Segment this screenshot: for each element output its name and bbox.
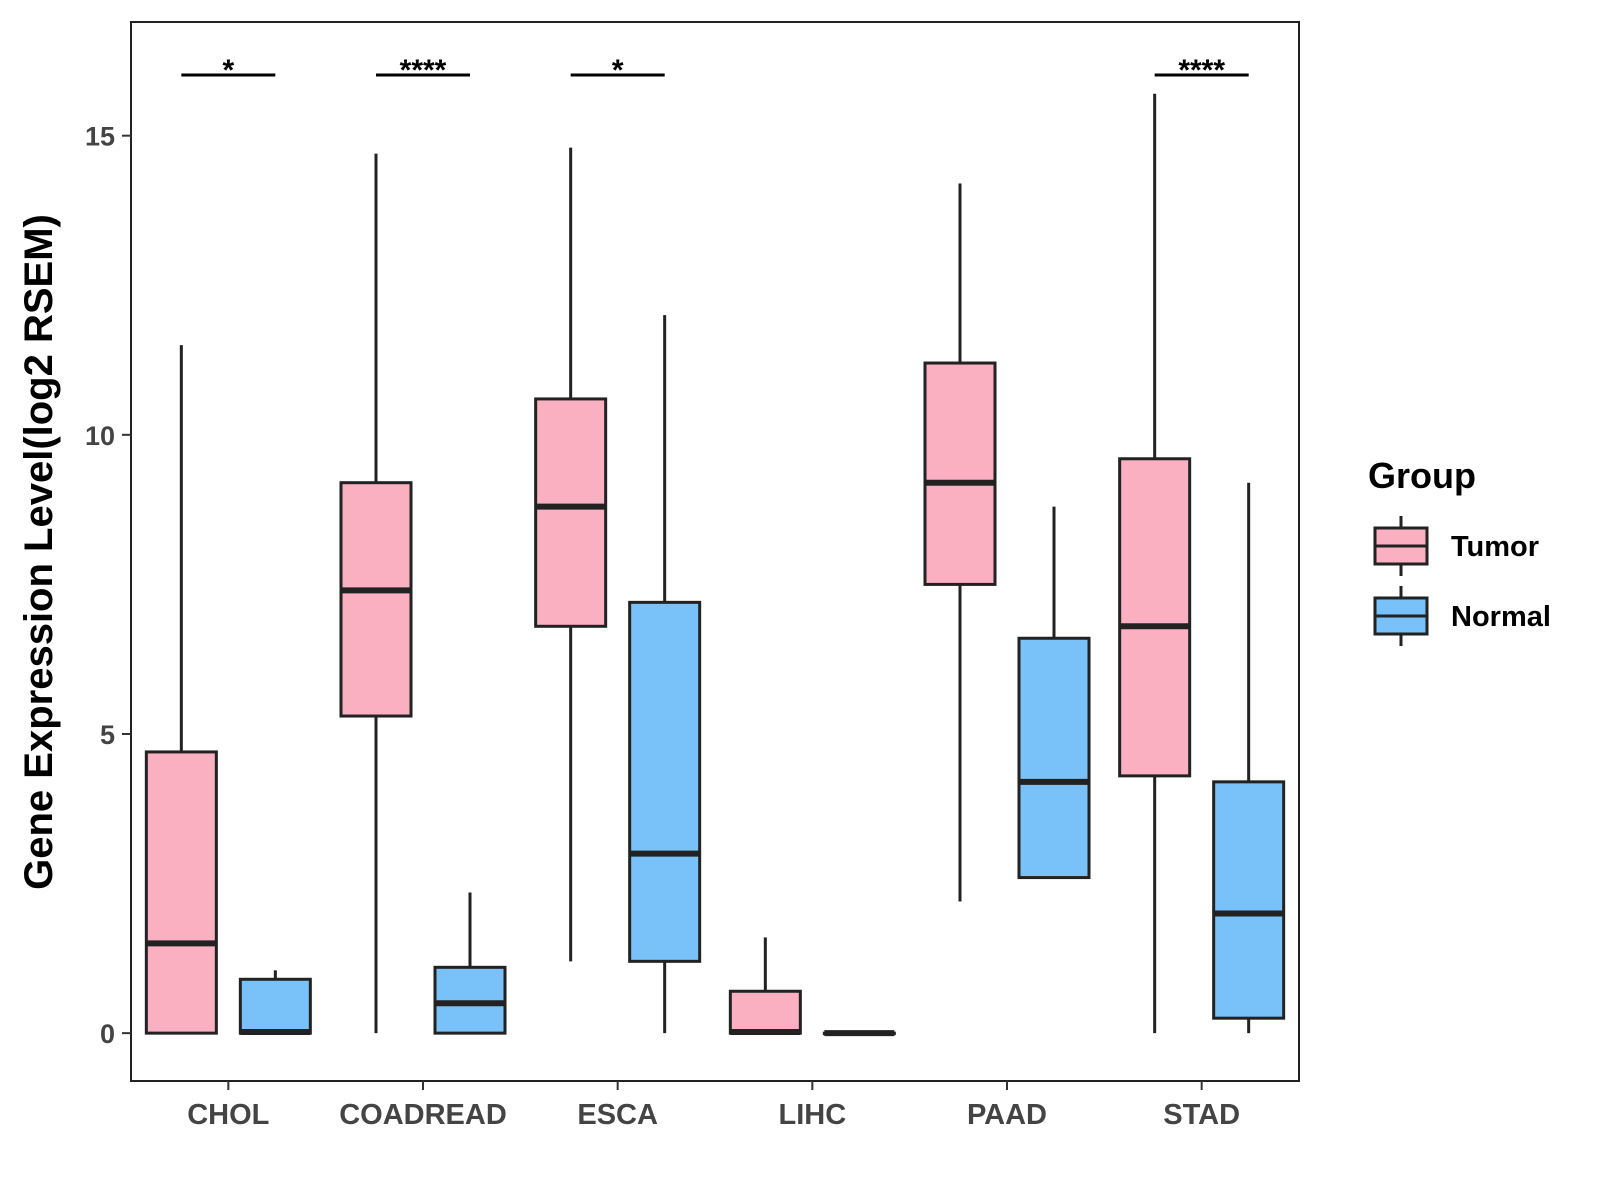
significance-label-coadread: ****	[400, 54, 447, 87]
significance-label-chol: *	[222, 54, 234, 87]
y-axis-title: Gene Expression Level(log2 RSEM)	[17, 214, 61, 890]
legend-label-tumor: Tumor	[1451, 531, 1539, 563]
box-normal-esca	[628, 315, 702, 1034]
box-normal-coadread	[433, 892, 507, 1035]
y-tick-label-5: 5	[100, 720, 115, 750]
legend-item-normal: Normal	[1373, 586, 1551, 646]
x-axis: CHOL COADREAD ESCA LIHC PAAD STAD	[187, 1081, 1240, 1131]
box-normal-paad	[1017, 506, 1091, 880]
x-tick-label-lihc: LIHC	[778, 1099, 846, 1131]
legend-label-normal: Normal	[1451, 601, 1551, 633]
significance-layer: * **** * ****	[181, 54, 1249, 87]
y-tick-label-10: 10	[85, 421, 115, 451]
box-tumor-paad	[923, 183, 997, 902]
box-normal-lihc	[822, 1030, 896, 1037]
box-tumor-chol	[144, 345, 218, 1035]
legend-title: Group	[1368, 455, 1476, 496]
box-body-tumor-lihc	[728, 989, 802, 1035]
x-tick-label-chol: CHOL	[187, 1099, 269, 1131]
box-tumor-coadread	[339, 153, 413, 1034]
significance-label-stad: ****	[1178, 54, 1225, 87]
box-body-tumor-paad	[923, 361, 997, 586]
box-body-tumor-stad	[1118, 457, 1192, 778]
box-body-tumor-coadread	[339, 481, 413, 718]
box-normal-stad	[1212, 482, 1286, 1034]
box-body-normal-esca	[628, 600, 702, 963]
y-axis: 0 5 10 15	[85, 122, 131, 1049]
x-tick-label-stad: STAD	[1163, 1099, 1240, 1131]
box-tumor-stad	[1118, 93, 1192, 1034]
x-tick-label-paad: PAAD	[967, 1099, 1047, 1131]
box-body-normal-chol	[238, 977, 312, 1035]
legend: Group Tumor Normal	[1368, 455, 1551, 646]
significance-label-esca: *	[612, 54, 624, 87]
x-tick-label-coadread: COADREAD	[339, 1099, 507, 1131]
box-body-tumor-esca	[534, 397, 608, 628]
box-tumor-lihc	[728, 937, 802, 1035]
box-body-tumor-chol	[144, 750, 218, 1035]
y-tick-label-0: 0	[100, 1019, 115, 1049]
box-normal-chol	[238, 970, 312, 1035]
box-body-normal-paad	[1017, 636, 1091, 880]
y-tick-label-15: 15	[85, 122, 115, 152]
x-tick-label-esca: ESCA	[577, 1099, 658, 1131]
legend-item-tumor: Tumor	[1373, 516, 1539, 576]
box-layer	[144, 93, 1286, 1037]
box-tumor-esca	[534, 147, 608, 962]
box-body-normal-stad	[1212, 780, 1286, 1020]
plot-panel-border	[130, 21, 1300, 1082]
